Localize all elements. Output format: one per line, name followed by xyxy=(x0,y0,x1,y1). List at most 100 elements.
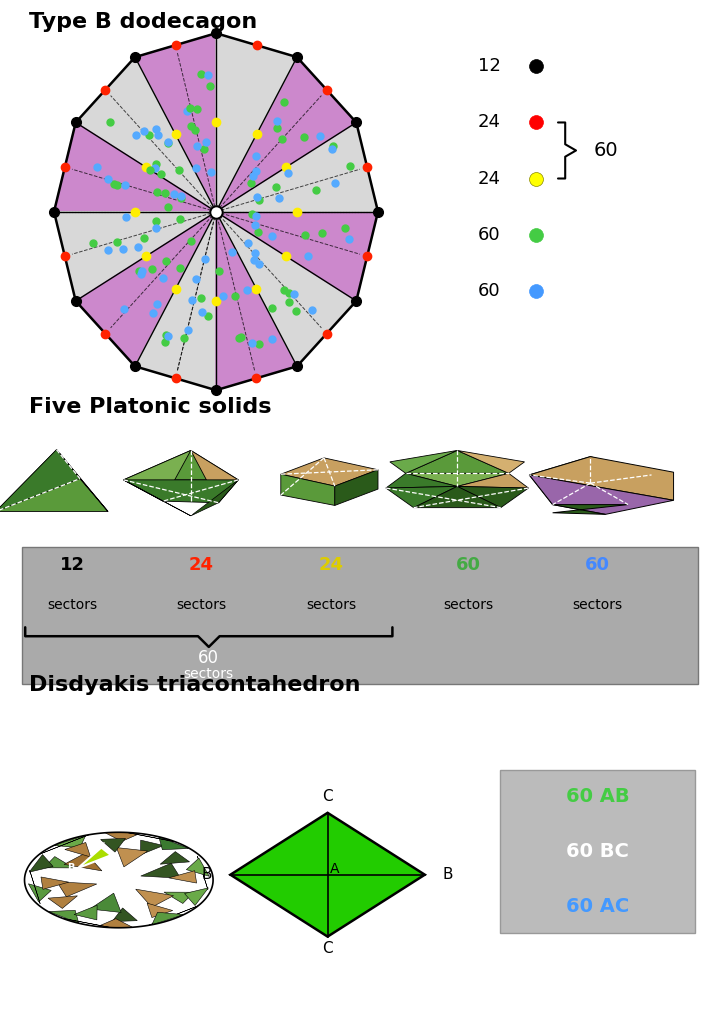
Polygon shape xyxy=(457,450,524,474)
Polygon shape xyxy=(124,450,238,480)
Polygon shape xyxy=(191,480,238,516)
Text: sectors: sectors xyxy=(572,598,623,612)
Polygon shape xyxy=(0,450,108,511)
Text: 60: 60 xyxy=(478,226,500,244)
Polygon shape xyxy=(147,903,173,917)
Text: B: B xyxy=(202,867,212,883)
Text: 24: 24 xyxy=(189,556,214,574)
Polygon shape xyxy=(117,848,148,867)
Text: A: A xyxy=(330,862,340,876)
Polygon shape xyxy=(30,870,40,904)
Polygon shape xyxy=(406,450,508,474)
Polygon shape xyxy=(135,212,216,391)
Polygon shape xyxy=(159,836,189,850)
Polygon shape xyxy=(104,832,142,842)
Polygon shape xyxy=(44,857,73,868)
Polygon shape xyxy=(230,813,425,937)
Polygon shape xyxy=(39,833,93,855)
Polygon shape xyxy=(529,475,674,515)
Polygon shape xyxy=(406,474,508,487)
Polygon shape xyxy=(0,450,80,511)
Text: 60 AC: 60 AC xyxy=(566,897,629,916)
Polygon shape xyxy=(552,504,628,515)
Text: sectors: sectors xyxy=(184,666,234,681)
Text: Disdyakis triacontahedron: Disdyakis triacontahedron xyxy=(29,674,360,695)
Polygon shape xyxy=(216,212,378,301)
Polygon shape xyxy=(335,469,378,505)
Text: 60: 60 xyxy=(585,556,610,574)
Polygon shape xyxy=(49,910,78,924)
Polygon shape xyxy=(124,450,191,501)
Polygon shape xyxy=(184,888,208,905)
Polygon shape xyxy=(216,33,297,212)
Text: 60: 60 xyxy=(198,649,220,666)
Text: 24: 24 xyxy=(477,169,500,188)
Polygon shape xyxy=(48,896,78,908)
Text: 60 BC: 60 BC xyxy=(566,843,629,861)
Text: 60: 60 xyxy=(456,556,480,574)
Polygon shape xyxy=(281,458,378,486)
Polygon shape xyxy=(28,884,51,902)
Polygon shape xyxy=(197,856,208,890)
Polygon shape xyxy=(76,212,216,366)
Polygon shape xyxy=(216,212,356,366)
Polygon shape xyxy=(78,848,111,868)
Polygon shape xyxy=(96,918,134,928)
Text: C: C xyxy=(323,789,333,804)
Polygon shape xyxy=(152,912,184,925)
Polygon shape xyxy=(112,908,138,921)
Polygon shape xyxy=(57,882,96,897)
Text: B: B xyxy=(443,867,454,883)
Polygon shape xyxy=(135,889,174,907)
Polygon shape xyxy=(100,838,125,852)
Text: 60: 60 xyxy=(478,282,500,299)
Polygon shape xyxy=(216,122,378,212)
Polygon shape xyxy=(390,450,457,474)
Polygon shape xyxy=(54,212,216,301)
Text: sectors: sectors xyxy=(176,598,227,612)
Polygon shape xyxy=(457,487,528,507)
Polygon shape xyxy=(529,456,674,500)
Polygon shape xyxy=(160,852,189,864)
Polygon shape xyxy=(140,840,163,855)
Polygon shape xyxy=(124,480,238,502)
Polygon shape xyxy=(65,843,91,857)
Polygon shape xyxy=(191,450,238,502)
Polygon shape xyxy=(135,33,216,212)
Polygon shape xyxy=(56,917,120,930)
Polygon shape xyxy=(74,905,97,919)
Text: sectors: sectors xyxy=(47,598,97,612)
Polygon shape xyxy=(145,905,199,927)
Polygon shape xyxy=(141,863,181,878)
Text: 60: 60 xyxy=(594,141,618,160)
Text: 24: 24 xyxy=(319,556,343,574)
Polygon shape xyxy=(216,57,356,212)
Polygon shape xyxy=(54,122,216,212)
Polygon shape xyxy=(216,212,297,391)
Polygon shape xyxy=(117,830,181,843)
Text: A: A xyxy=(107,857,114,867)
Polygon shape xyxy=(386,487,457,507)
Polygon shape xyxy=(41,877,69,890)
Text: 12: 12 xyxy=(60,556,84,574)
Text: C: C xyxy=(323,941,333,956)
Polygon shape xyxy=(54,835,86,848)
Polygon shape xyxy=(281,475,335,505)
Polygon shape xyxy=(168,870,197,884)
Polygon shape xyxy=(64,853,102,871)
FancyBboxPatch shape xyxy=(22,547,698,684)
Polygon shape xyxy=(386,474,457,488)
Polygon shape xyxy=(124,480,191,516)
Polygon shape xyxy=(164,892,194,903)
Text: Type B dodecagon: Type B dodecagon xyxy=(29,12,257,33)
Text: sectors: sectors xyxy=(443,598,493,612)
Polygon shape xyxy=(90,893,121,912)
Polygon shape xyxy=(30,855,53,872)
Text: Five Platonic solids: Five Platonic solids xyxy=(29,397,271,417)
Polygon shape xyxy=(529,456,652,504)
Polygon shape xyxy=(56,450,108,511)
FancyBboxPatch shape xyxy=(500,771,695,933)
Text: 12: 12 xyxy=(477,57,500,76)
Text: 24: 24 xyxy=(477,114,500,131)
Polygon shape xyxy=(457,474,528,488)
